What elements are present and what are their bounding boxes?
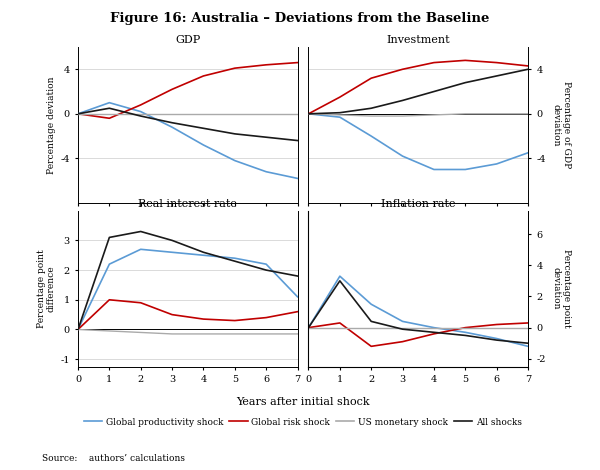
Title: Investment: Investment: [386, 35, 450, 45]
Y-axis label: Percentage deviation: Percentage deviation: [47, 76, 56, 174]
Y-axis label: Percentage point
difference: Percentage point difference: [37, 249, 56, 328]
Y-axis label: Percentage point
deviation: Percentage point deviation: [551, 249, 571, 328]
Text: Years after initial shock: Years after initial shock: [236, 397, 370, 407]
Text: Source:    authors’ calculations: Source: authors’ calculations: [42, 454, 185, 463]
Title: GDP: GDP: [175, 35, 200, 45]
Y-axis label: Percentage of GDP
deviation: Percentage of GDP deviation: [551, 81, 571, 169]
Title: Real interest rate: Real interest rate: [139, 198, 237, 209]
Legend: Global productivity shock, Global risk shock, US monetary shock, All shocks: Global productivity shock, Global risk s…: [80, 414, 526, 430]
Title: Inflation rate: Inflation rate: [381, 198, 455, 209]
Text: Figure 16: Australia – Deviations from the Baseline: Figure 16: Australia – Deviations from t…: [110, 12, 490, 25]
